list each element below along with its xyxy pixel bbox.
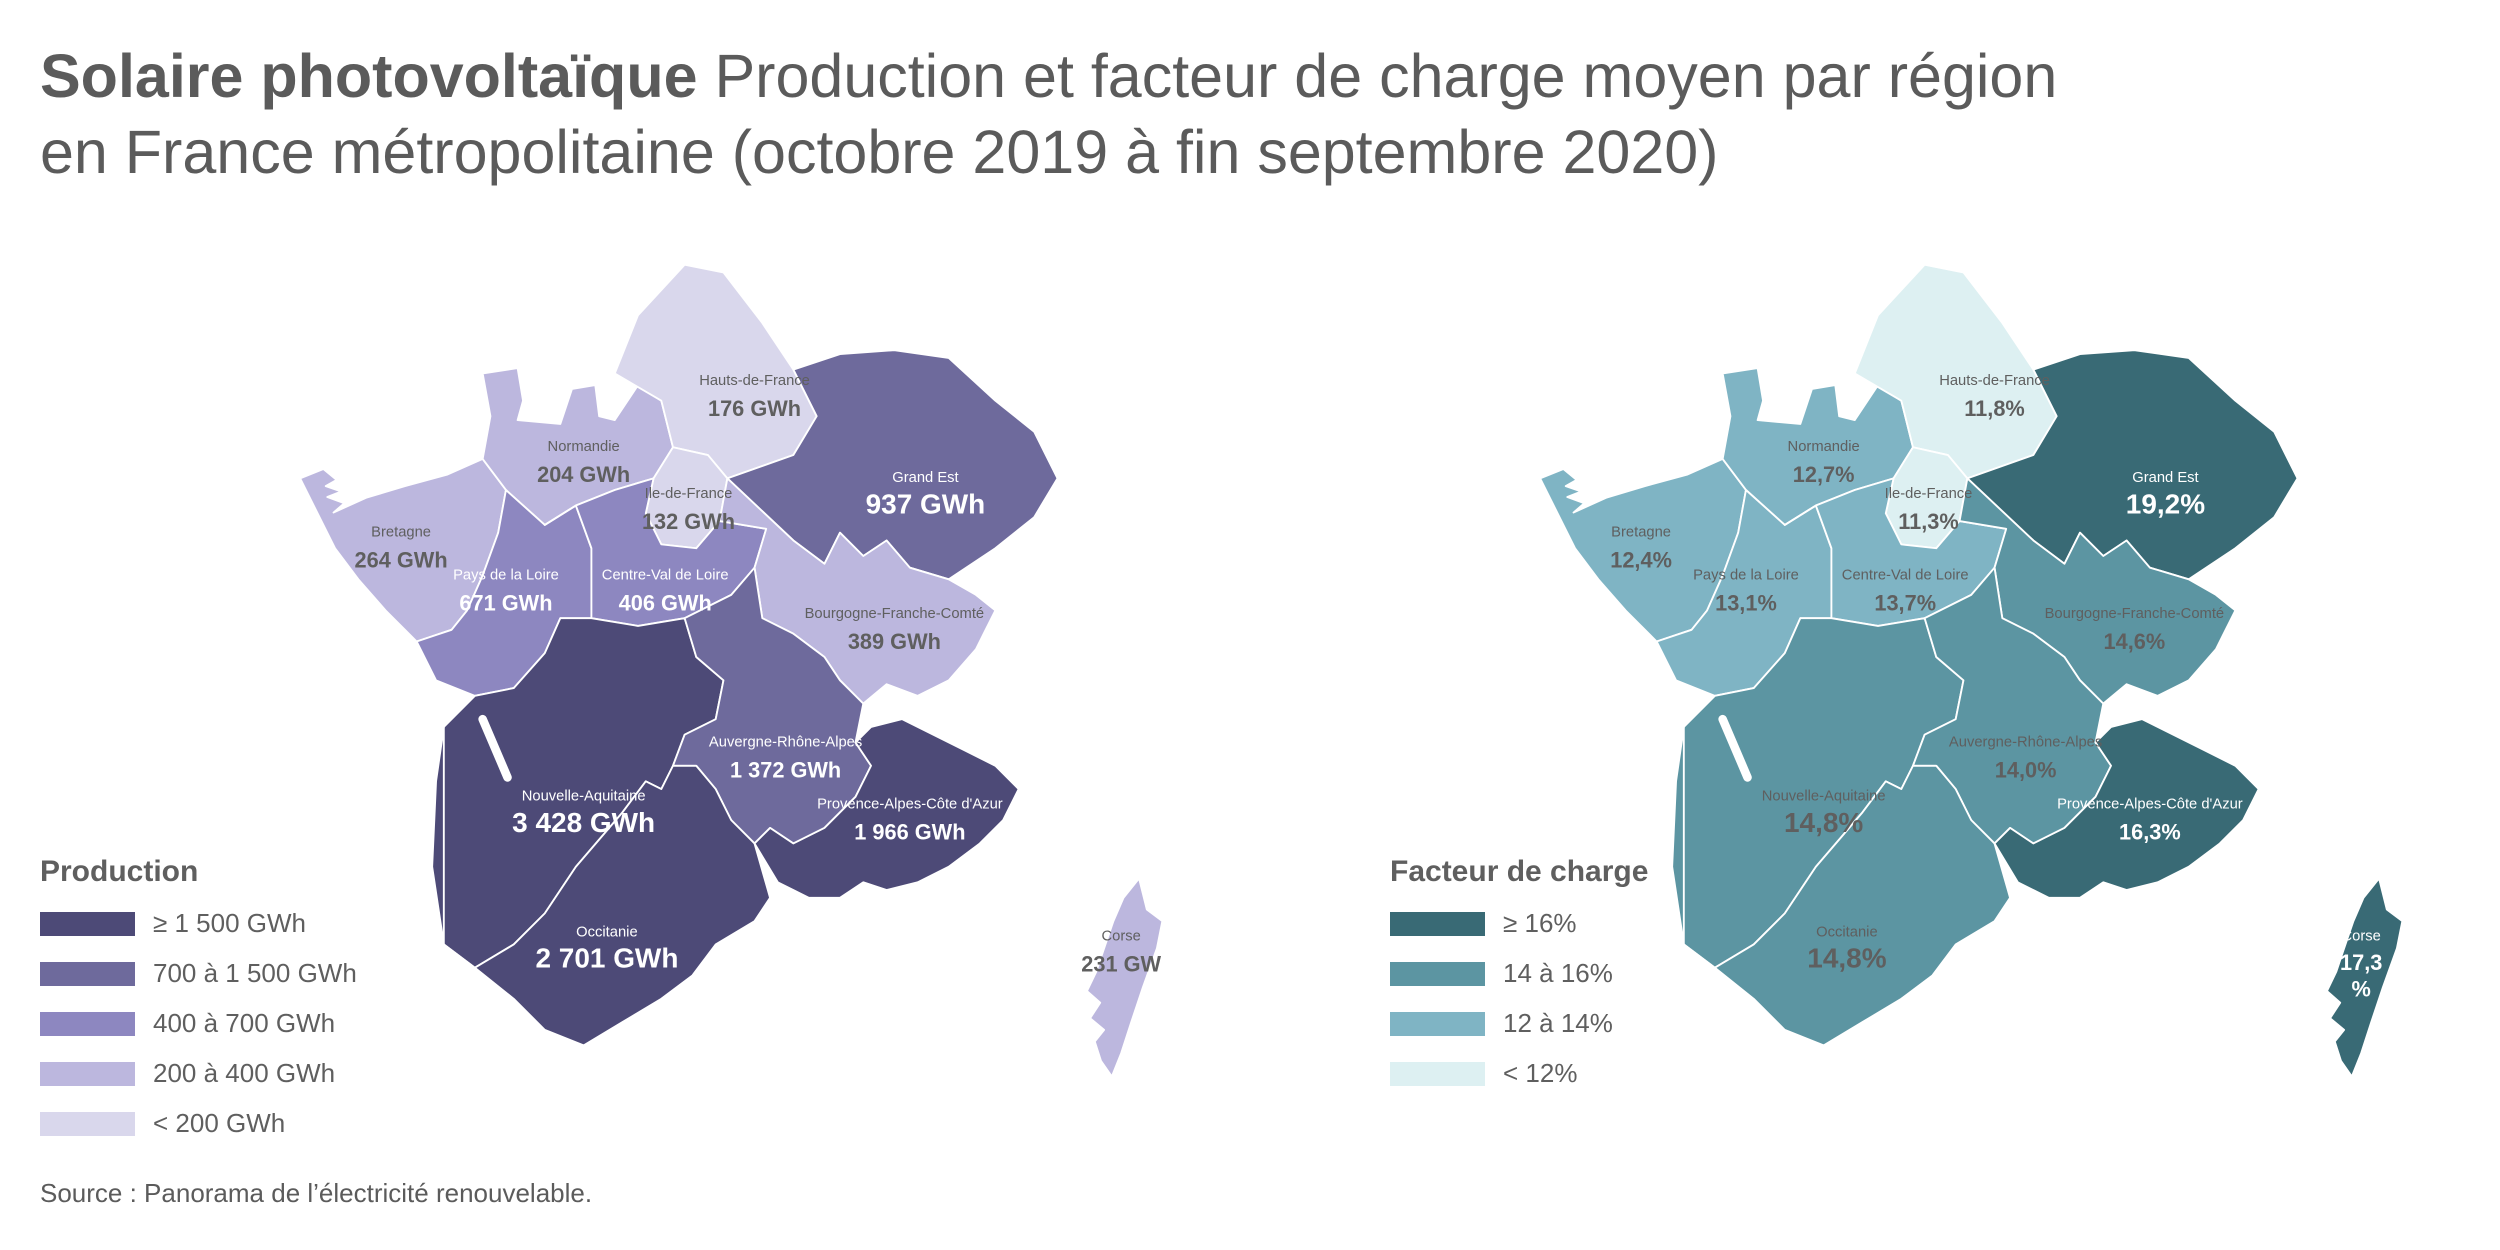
svg-text:671 GWh: 671 GWh [459, 590, 552, 615]
svg-text:Grand Est: Grand Est [892, 470, 958, 486]
svg-text:Occitanie: Occitanie [576, 925, 638, 941]
svg-text:17,3: 17,3 [2340, 950, 2382, 975]
svg-text:406 GWh: 406 GWh [619, 590, 712, 615]
svg-text:12,7%: 12,7% [1793, 462, 1855, 487]
svg-text:Centre-Val de Loire: Centre-Val de Loire [1842, 567, 1969, 583]
svg-text:Nouvelle-Aquitaine: Nouvelle-Aquitaine [1762, 789, 1886, 805]
svg-text:Auvergne-Rhône-Alpes: Auvergne-Rhône-Alpes [709, 734, 862, 750]
svg-text:%: % [2352, 976, 2371, 1001]
svg-text:14,8%: 14,8% [1807, 943, 1886, 974]
svg-text:16,3%: 16,3% [2119, 820, 2181, 845]
svg-text:Ile-de-France: Ile-de-France [645, 486, 733, 502]
svg-text:176 GWh: 176 GWh [708, 396, 801, 421]
svg-text:Normandie: Normandie [548, 439, 620, 455]
svg-text:19,2%: 19,2% [2126, 488, 2205, 519]
svg-text:Centre-Val de Loire: Centre-Val de Loire [602, 567, 729, 583]
svg-text:1 372 GWh: 1 372 GWh [730, 757, 841, 782]
svg-text:389 GWh: 389 GWh [848, 629, 941, 654]
svg-text:12,4%: 12,4% [1610, 548, 1672, 573]
svg-text:231 GW: 231 GW [1081, 952, 1161, 977]
svg-text:Bourgogne-Franche-Comté: Bourgogne-Franche-Comté [2045, 606, 2225, 622]
svg-text:Nouvelle-Aquitaine: Nouvelle-Aquitaine [522, 789, 646, 805]
svg-text:Corse: Corse [2342, 929, 2381, 945]
svg-text:Pays de la Loire: Pays de la Loire [1693, 567, 1799, 583]
svg-text:14,8%: 14,8% [1784, 807, 1863, 838]
svg-text:Bretagne: Bretagne [371, 525, 431, 541]
svg-text:2 701 GWh: 2 701 GWh [535, 943, 678, 974]
svg-text:1 966 GWh: 1 966 GWh [854, 820, 965, 845]
svg-text:13,7%: 13,7% [1874, 590, 1936, 615]
svg-text:204 GWh: 204 GWh [537, 462, 630, 487]
svg-text:Ile-de-France: Ile-de-France [1885, 486, 1973, 502]
svg-text:11,3%: 11,3% [1898, 509, 1958, 534]
svg-text:937 GWh: 937 GWh [866, 488, 986, 519]
svg-text:Corse: Corse [1102, 929, 1141, 945]
svg-text:Auvergne-Rhône-Alpes: Auvergne-Rhône-Alpes [1949, 734, 2102, 750]
svg-text:Provence-Alpes-Côte d'Azur: Provence-Alpes-Côte d'Azur [2057, 796, 2243, 812]
svg-text:Hauts-de-France: Hauts-de-France [1939, 373, 2050, 389]
svg-text:3 428 GWh: 3 428 GWh [512, 807, 655, 838]
svg-text:Hauts-de-France: Hauts-de-France [699, 373, 810, 389]
svg-text:Bretagne: Bretagne [1611, 525, 1671, 541]
svg-text:Bourgogne-Franche-Comté: Bourgogne-Franche-Comté [805, 606, 985, 622]
svg-text:Pays de la Loire: Pays de la Loire [453, 567, 559, 583]
svg-text:Normandie: Normandie [1788, 439, 1860, 455]
svg-text:Provence-Alpes-Côte d'Azur: Provence-Alpes-Côte d'Azur [817, 796, 1003, 812]
svg-text:264 GWh: 264 GWh [355, 548, 448, 573]
svg-text:Grand Est: Grand Est [2132, 470, 2198, 486]
svg-text:11,8%: 11,8% [1964, 396, 2024, 421]
svg-text:13,1%: 13,1% [1715, 590, 1777, 615]
svg-text:Occitanie: Occitanie [1816, 925, 1878, 941]
svg-text:14,0%: 14,0% [1995, 757, 2057, 782]
svg-text:14,6%: 14,6% [2104, 629, 2166, 654]
svg-text:132 GWh: 132 GWh [642, 509, 735, 534]
